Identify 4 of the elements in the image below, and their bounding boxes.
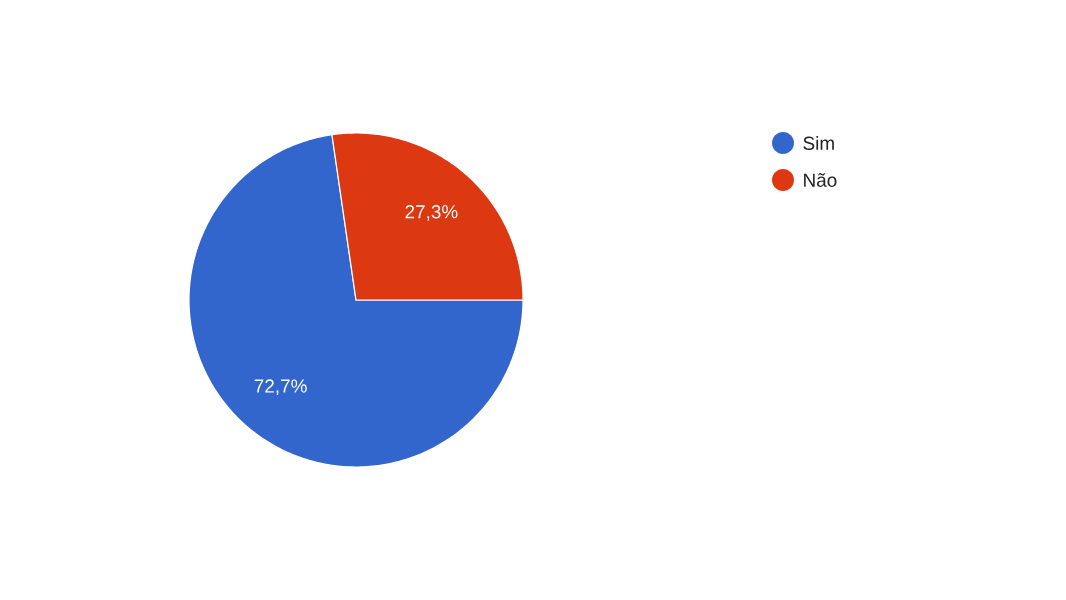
data-label: 72,7%: [254, 379, 307, 395]
data-label: 27,3%: [405, 205, 458, 221]
legend-label: Sim: [803, 136, 834, 150]
legend-label: Não: [804, 173, 837, 187]
